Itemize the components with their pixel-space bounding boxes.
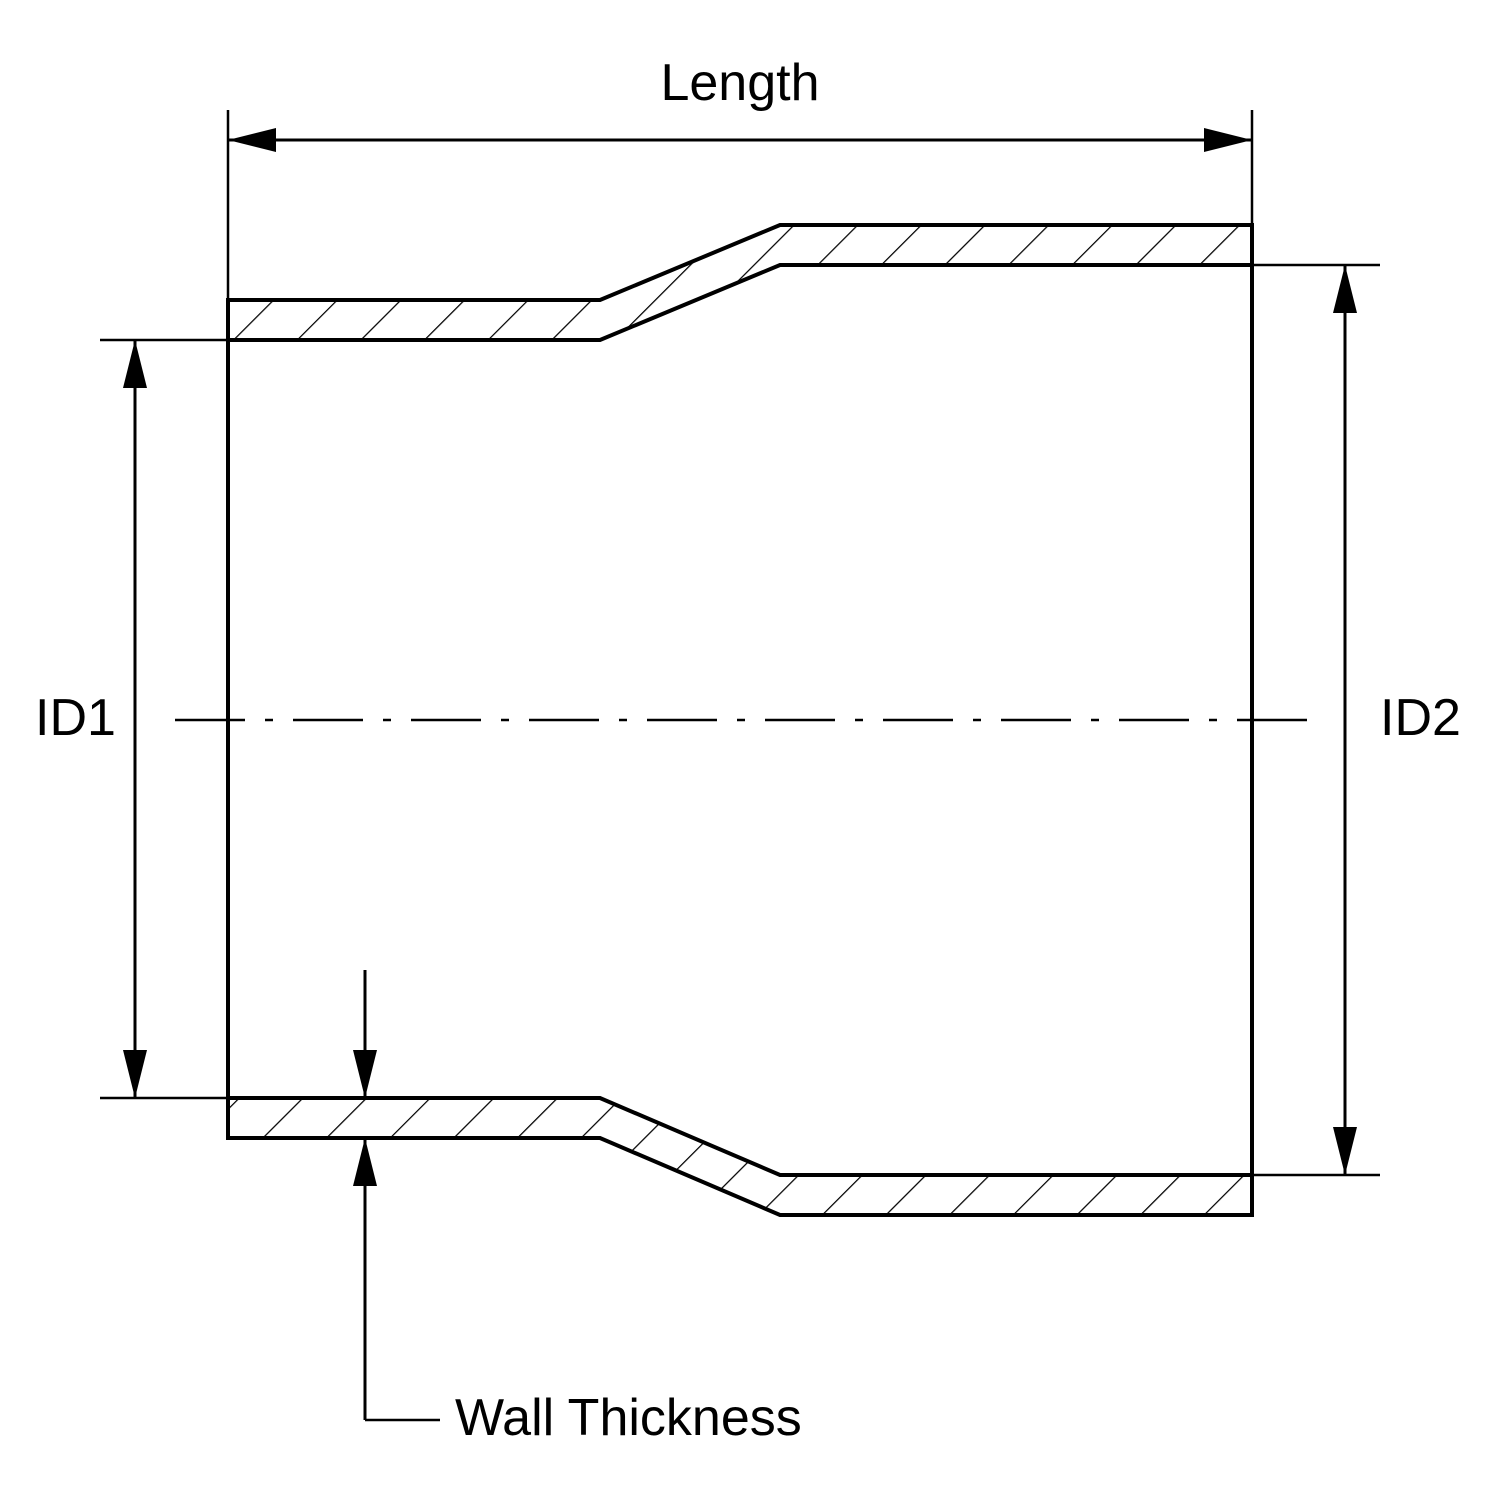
arrowhead xyxy=(353,1050,377,1098)
engineering-drawing: Length ID1 ID2 Wall Thickness xyxy=(0,0,1510,1510)
arrowhead xyxy=(353,1138,377,1186)
arrowhead xyxy=(1204,128,1252,152)
arrowhead xyxy=(123,340,147,388)
top-wall-section xyxy=(228,225,1252,340)
id2-label: ID2 xyxy=(1380,689,1461,747)
arrowhead xyxy=(228,128,276,152)
length-label: Length xyxy=(660,54,819,112)
bottom-wall-section xyxy=(228,1098,1252,1215)
wall-thickness-label: Wall Thickness xyxy=(455,1389,802,1447)
arrowhead xyxy=(1333,265,1357,313)
arrowhead xyxy=(1333,1127,1357,1175)
arrowhead xyxy=(123,1050,147,1098)
id1-label: ID1 xyxy=(35,689,116,747)
